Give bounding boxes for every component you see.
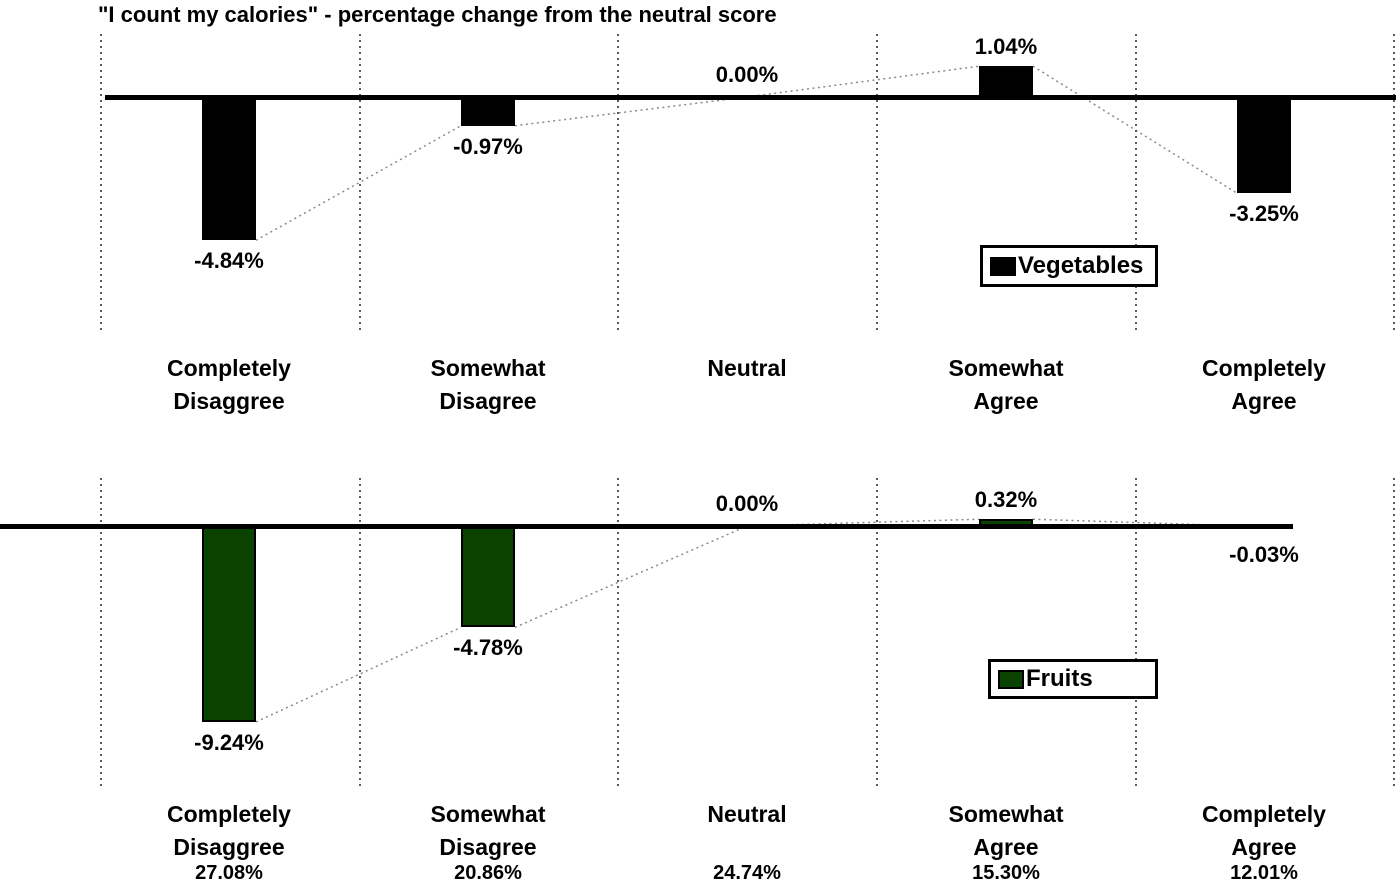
gridline-vegetables-5 (1393, 34, 1395, 334)
gridline-vegetables-4 (1135, 34, 1137, 334)
legend-vegetables: Vegetables (980, 245, 1158, 287)
bar-vegetables-completely-agree (1237, 97, 1291, 194)
bar-vegetables-somewhat-agree (979, 66, 1033, 97)
gridline-fruits-5 (1393, 478, 1395, 789)
category-label-fruits-somewhat-agree: Somewhat Agree (948, 801, 1064, 860)
gridline-vegetables-2 (617, 34, 619, 334)
axis-baseline-fruits (0, 524, 1293, 529)
category-label-vegetables-neutral: Neutral (707, 355, 787, 381)
gridline-fruits-1 (359, 478, 361, 789)
gridline-fruits-0 (100, 478, 102, 789)
value-label-vegetables-somewhat-agree: 1.04% (974, 34, 1038, 60)
gridline-vegetables-0 (100, 34, 102, 334)
value-label-vegetables-neutral: 0.00% (715, 62, 779, 87)
legend-label-vegetables: Vegetables (1018, 252, 1144, 279)
gridline-fruits-2 (617, 478, 619, 789)
category-label-vegetables-somewhat-disagree: Somewhat Disagree (430, 355, 546, 414)
value-label-vegetables-somewhat-disagree: -0.97% (453, 133, 523, 159)
bar-vegetables-somewhat-disagree (461, 97, 515, 126)
value-label-fruits-somewhat-agree: 0.32% (974, 487, 1038, 513)
share-label-fruits-completely-disaggree: 27.08% (195, 862, 263, 884)
legend-swatch-fruits-icon (998, 669, 1024, 689)
gridline-fruits-4 (1135, 478, 1137, 789)
legend-swatch-vegetables-icon (990, 256, 1016, 276)
value-label-vegetables-completely-disaggree: -4.84% (194, 248, 264, 274)
share-label-fruits-neutral: 24.74% (713, 862, 781, 884)
bar-fruits-completely-disaggree (202, 526, 256, 722)
bar-vegetables-completely-disaggree (202, 97, 256, 241)
category-label-vegetables-completely-disaggree: Completely Disaggree (167, 355, 291, 414)
axis-baseline-vegetables (105, 95, 1396, 100)
value-label-fruits-somewhat-disagree: -4.78% (453, 635, 523, 661)
gridline-fruits-3 (876, 478, 878, 789)
gridline-vegetables-1 (359, 34, 361, 334)
legend-fruits: Fruits (988, 659, 1158, 699)
value-label-fruits-completely-disaggree: -9.24% (194, 729, 264, 755)
category-label-fruits-somewhat-disagree: Somewhat Disagree (430, 801, 546, 860)
trendline-segment-vegetables-1 (514, 96, 748, 127)
category-label-vegetables-completely-agree: Completely Agree (1202, 355, 1326, 414)
value-label-fruits-neutral: 0.00% (715, 491, 779, 516)
category-label-fruits-completely-disaggree: Completely Disaggree (167, 801, 291, 860)
legend-label-fruits: Fruits (1026, 665, 1093, 692)
category-label-fruits-neutral: Neutral (707, 801, 787, 827)
share-label-fruits-completely-agree: 12.01% (1230, 862, 1298, 884)
share-label-fruits-somewhat-disagree: 20.86% (454, 862, 522, 884)
category-label-vegetables-somewhat-agree: Somewhat Agree (948, 355, 1064, 414)
value-label-fruits-completely-agree: -0.03% (1229, 542, 1299, 567)
gridline-vegetables-3 (876, 34, 878, 334)
trendline-segment-fruits-1 (514, 525, 748, 629)
value-label-vegetables-completely-agree: -3.25% (1229, 201, 1299, 227)
share-label-fruits-somewhat-agree: 15.30% (972, 862, 1040, 884)
bar-fruits-somewhat-disagree (461, 526, 515, 628)
category-label-fruits-completely-agree: Completely Agree (1202, 801, 1326, 860)
chart-title: "I count my calories" - percentage chang… (98, 2, 777, 27)
